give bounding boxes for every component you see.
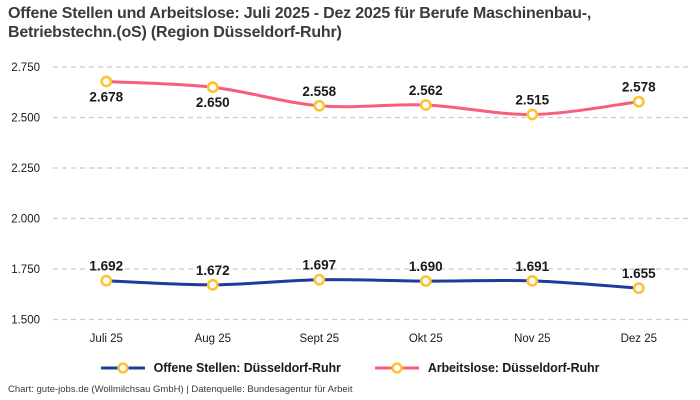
y-axis-tick-label: 1.500 xyxy=(11,315,40,327)
y-axis-tick-label: 2.250 xyxy=(11,163,40,175)
legend-line-marker-icon xyxy=(100,362,145,374)
x-axis-tick-label: Aug 25 xyxy=(195,333,231,345)
data-point-marker-offene-stellen xyxy=(526,274,539,287)
data-point-value-label: 2.578 xyxy=(622,80,656,95)
data-point-value-label: 1.692 xyxy=(89,259,123,274)
legend-label: Arbeitslose: Düsseldorf-Ruhr xyxy=(427,361,600,375)
data-point-marker-offene-stellen xyxy=(313,273,326,286)
data-point-marker-offene-stellen xyxy=(632,282,645,295)
data-point-marker-arbeitslose xyxy=(313,99,326,112)
series-line-offene-stellen xyxy=(104,278,641,290)
data-point-value-label: 2.558 xyxy=(302,84,336,99)
data-point-marker-offene-stellen xyxy=(419,275,432,287)
data-point-marker-offene-stellen xyxy=(100,274,113,287)
chart-title-line1: Offene Stellen und Arbeitslose: Juli 202… xyxy=(8,5,592,22)
line-chart-canvas: 2.750 2.500 2.250 2.000 1.750 1.500 Juli 25 Aug… xyxy=(11,62,692,345)
chart-legend: Offene Stellen: Düsseldorf-Ruhr Arbeitslo… xyxy=(0,355,700,381)
data-point-value-label: 1.691 xyxy=(515,259,549,274)
x-axis-tick-label: Dez 25 xyxy=(621,333,657,345)
chart-title-line2: Betriebstechn.(oS) (Region Düsseldorf-Ru… xyxy=(8,24,342,41)
y-axis-tick-label: 2.750 xyxy=(11,62,40,74)
x-axis-tick-label: Juli 25 xyxy=(90,333,123,345)
data-point-value-label: 2.650 xyxy=(196,95,230,110)
y-axis-tick-label: 1.750 xyxy=(11,264,40,276)
data-point-marker-arbeitslose xyxy=(419,99,432,111)
y-axis-tick-label: 2.500 xyxy=(11,113,40,125)
data-point-marker-arbeitslose xyxy=(526,108,539,121)
data-point-value-label: 1.655 xyxy=(622,266,656,281)
data-point-marker-arbeitslose xyxy=(632,95,645,108)
legend-label: Offene Stellen: Düsseldorf-Ruhr xyxy=(153,361,341,375)
legend-line-marker-icon xyxy=(374,362,419,374)
x-axis-tick-label: Nov 25 xyxy=(514,333,550,345)
data-point-value-label: 1.690 xyxy=(409,259,443,274)
data-point-marker-arbeitslose xyxy=(206,81,219,94)
y-axis-tick-label: 2.000 xyxy=(11,214,40,226)
chart-title: Offene Stellen und Arbeitslose: Juli 202… xyxy=(8,4,692,42)
data-point-value-label: 1.697 xyxy=(302,258,336,273)
data-point-value-label: 2.678 xyxy=(89,90,123,105)
x-axis-tick-label: Okt 25 xyxy=(409,333,443,345)
x-axis-tick-label: Sept 25 xyxy=(299,333,339,345)
data-point-marker-offene-stellen xyxy=(206,278,219,291)
data-point-value-label: 2.515 xyxy=(515,93,549,108)
series-line-arbeitslose xyxy=(104,80,641,117)
legend-item-offene-stellen: Offene Stellen: Düsseldorf-Ruhr xyxy=(100,361,341,375)
data-point-value-label: 1.672 xyxy=(196,263,230,278)
legend-item-arbeitslose: Arbeitslose: Düsseldorf-Ruhr xyxy=(374,361,600,375)
chart-footer: Chart: gute-jobs.de (Wollmilchsau GmbH) … xyxy=(8,384,353,395)
data-point-marker-arbeitslose xyxy=(100,75,113,88)
data-point-value-label: 2.562 xyxy=(409,83,443,98)
